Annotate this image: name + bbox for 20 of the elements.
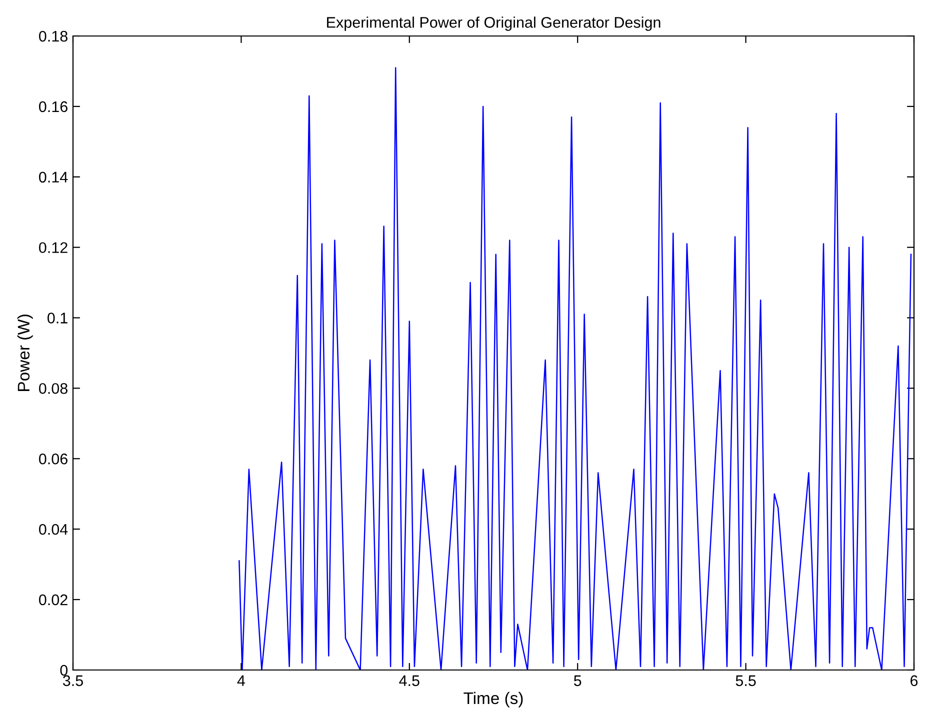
x-axis-title: Time (s) (464, 692, 523, 708)
y-axis-title: Power (W) (17, 314, 33, 391)
y-tick-label: 0.18 (39, 30, 68, 42)
chart-title: Experimental Power of Original Generator Design (327, 16, 660, 31)
y-tick-label: 0 (60, 664, 68, 676)
x-tick-label: 4 (237, 675, 245, 686)
y-tick-label: 0.08 (39, 383, 68, 394)
x-tick-label: 3.5 (62, 675, 83, 686)
x-tick-label: 5.5 (736, 675, 756, 686)
x-tick-label: 4.5 (399, 675, 420, 686)
y-tick-label: 0.12 (39, 242, 68, 254)
y-tick-label: 0.14 (39, 172, 68, 183)
line-series (238, 67, 912, 670)
x-tick-label: 5 (574, 675, 582, 686)
y-tick-label: 0.06 (39, 454, 68, 464)
y-tick-label: 0.1 (48, 312, 68, 324)
y-tick-label: 0.04 (39, 524, 68, 535)
y-tick-label: 0.16 (39, 101, 68, 112)
x-tick-label: 6 (910, 675, 918, 686)
y-tick-label: 0.02 (39, 594, 68, 606)
